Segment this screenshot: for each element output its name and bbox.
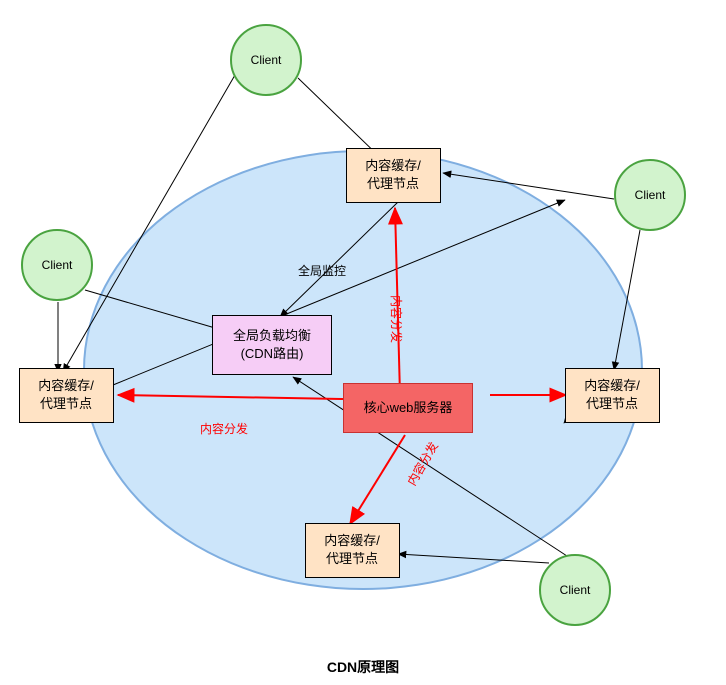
edge-label: 内容分发 (200, 420, 248, 437)
diagram-caption: CDN原理图 (0, 657, 726, 677)
client-label: Client (635, 188, 666, 202)
cache-proxy-node: 内容缓存/代理节点 (19, 368, 114, 423)
cache-label-line2: 代理节点 (584, 395, 640, 413)
lb-label-line1: 全局负载均衡 (233, 327, 311, 345)
lb-label-line2: (CDN路由) (233, 345, 311, 363)
client-node: Client (21, 229, 93, 301)
cache-proxy-node: 内容缓存/代理节点 (346, 148, 441, 203)
core-web-server-node: 核心web服务器 (343, 383, 473, 433)
edge-label: 全局监控 (298, 262, 346, 279)
cache-label-line1: 内容缓存/ (365, 157, 421, 175)
client-node: Client (230, 24, 302, 96)
load-balancer-node: 全局负载均衡 (CDN路由) (212, 315, 332, 375)
client-label: Client (560, 583, 591, 597)
cache-label-line1: 内容缓存/ (584, 377, 640, 395)
client-node: Client (614, 159, 686, 231)
client-label: Client (42, 258, 73, 272)
cache-label-line2: 代理节点 (38, 395, 94, 413)
edge-label: 内容分发 (388, 295, 405, 343)
cache-proxy-node: 内容缓存/代理节点 (565, 368, 660, 423)
client-label: Client (251, 53, 282, 67)
diagram-canvas: ClientClientClientClient 内容缓存/代理节点内容缓存/代… (0, 0, 726, 685)
cache-label-line2: 代理节点 (324, 550, 380, 568)
core-label: 核心web服务器 (364, 399, 453, 417)
client-node: Client (539, 554, 611, 626)
cache-label-line2: 代理节点 (365, 175, 421, 193)
cache-proxy-node: 内容缓存/代理节点 (305, 523, 400, 578)
cache-label-line1: 内容缓存/ (38, 377, 94, 395)
cache-label-line1: 内容缓存/ (324, 532, 380, 550)
